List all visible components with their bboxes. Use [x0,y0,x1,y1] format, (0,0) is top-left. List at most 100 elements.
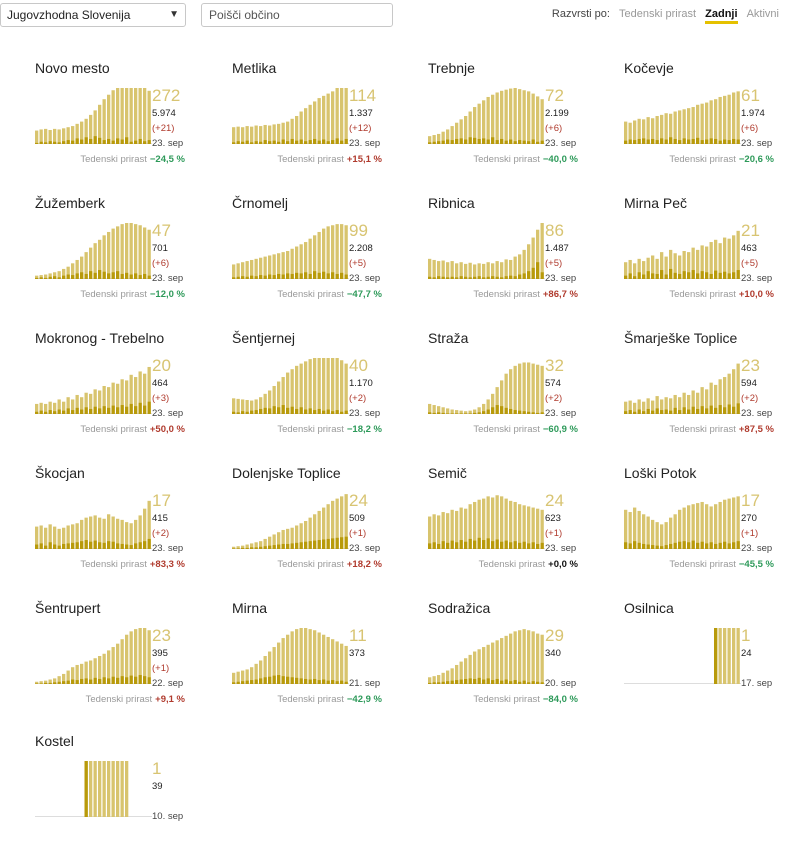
active-cases-bar [57,271,61,279]
new-cases-bar [477,138,481,144]
last-update-date: 23. sep [152,408,184,419]
new-cases-bar [513,680,517,684]
new-cases-bar [441,140,445,144]
active-cases-bar [491,497,495,549]
new-cases-bar [80,409,84,414]
active-cases-bar [290,118,294,144]
new-cases-bar [120,676,124,684]
active-cases-bar [428,403,432,414]
active-cases-bar [107,514,111,549]
weekly-growth-label: Tedenski prirast [669,559,736,570]
municipality-card[interactable]: Mokronog - Trebelno 20 464 (+3) 23. sep Teden… [35,330,215,450]
new-cases-bar [664,545,668,549]
municipality-card[interactable]: Kostel 1 39 10. sep [35,733,215,853]
active-cases-bar [281,122,285,144]
municipality-card[interactable]: Šmarješke Toplice 23 594 (+2) 23. sep Tedensk… [624,330,785,450]
new-cases-bar [277,544,281,549]
new-cases-bar [687,272,691,279]
municipality-card[interactable]: Straža 32 574 (+2) 23. sep Tedenski prirast −6… [428,330,608,450]
municipality-card[interactable]: Mirna Peč 21 463 (+5) 23. sep Tedenski priras… [624,195,785,315]
sort-option-weekly-growth[interactable]: Tedenski prirast [619,8,697,20]
total-cases-value: 1.487 [545,243,569,254]
municipality-card[interactable]: Osilnica 1 24 17. sep [624,600,785,720]
sort-option-latest[interactable]: Zadnji [705,8,738,24]
new-cases-bar [322,539,326,549]
active-cases-bar [286,251,290,279]
active-cases-bar [290,248,294,279]
active-cases-bar [232,264,236,279]
new-cases-bar [331,411,335,414]
active-cases-bar [66,670,70,684]
active-cases-bar [682,392,686,414]
new-cases-bar [138,675,142,684]
new-cases-bar [660,270,664,279]
active-cases-bar [450,126,454,144]
new-cases-bar [655,140,659,144]
new-cases-bar [313,271,317,279]
active-cases-bar [299,363,303,414]
municipality-card[interactable]: Metlika 114 1.337 (+12) 23. sep Tedenski prir… [232,60,412,180]
active-cases-bar [628,122,632,144]
active-cases-bar [53,526,57,549]
active-cases-bar [263,256,267,279]
new-cases-bar [304,409,308,414]
active-cases-bar [432,514,436,549]
new-cases-bar [71,275,75,279]
new-cases-bar [723,271,727,279]
active-cases-bar [98,390,102,414]
active-cases-bar [531,363,535,414]
new-cases-bar [651,273,655,279]
active-cases-bar [299,244,303,279]
region-select[interactable]: Jugovzhodna Slovenija ▼ [0,3,186,27]
active-cases-bar [335,641,339,684]
municipality-card[interactable]: Škocjan 17 415 (+2) 23. sep Tedenski prirast +… [35,465,215,585]
new-cases-bar [290,406,294,414]
new-cases-bar [111,405,115,414]
new-cases-bar [459,138,463,144]
municipality-card[interactable]: Novo mesto 272 5.974 (+21) 23. sep Tedenski p… [35,60,215,180]
new-cases-bar [84,137,88,144]
municipality-name: Osilnica [624,600,674,616]
search-input[interactable] [201,3,393,27]
active-cases-bar [540,509,544,549]
municipality-card[interactable]: Kočevje 61 1.974 (+6) 23. sep Tedenski priras… [624,60,785,180]
new-cases-bar [642,411,646,414]
municipality-card[interactable]: Žužemberk 47 701 (+6) 23. sep Tedenski priras… [35,195,215,315]
municipality-card[interactable]: Trebnje 72 2.199 (+6) 23. sep Tedenski priras… [428,60,608,180]
new-cases-bar [236,412,240,414]
municipality-card[interactable]: Loški Potok 17 270 (+1) 23. sep Tedenski prir… [624,465,785,585]
new-cases-bar [129,545,133,549]
active-cases-bar [44,274,48,279]
new-cases-bar [116,677,120,684]
new-cases-bar [718,140,722,144]
municipality-card[interactable]: Mirna 11 373 21. sep Tedenski prirast −42,9 % [232,600,412,720]
active-cases-value: 24 [545,491,564,510]
active-cases-bar [646,516,650,549]
active-cases-bar [732,369,736,414]
active-cases-bar [664,397,668,414]
municipality-card[interactable]: Sodražica 29 340 20. sep Tedenski prirast −84… [428,600,608,720]
municipality-card[interactable]: Semič 24 623 (+1) 23. sep Tedenski prirast +0,… [428,465,608,585]
municipality-card[interactable]: Šentjernej 40 1.170 (+2) 23. sep Tedenski pri… [232,330,412,450]
new-cases-bar [714,543,718,549]
new-cases-bar [473,137,477,144]
sort-option-active[interactable]: Aktivni [746,8,779,20]
active-cases-bar [491,642,495,684]
new-cases-bar [696,542,700,549]
new-cases-bar [660,546,664,549]
municipality-card[interactable]: Ribnica 86 1.487 (+5) 23. sep Tedenski priras… [428,195,608,315]
active-cases-bar [522,90,526,144]
municipality-card[interactable]: Črnomelj 99 2.208 (+5) 23. sep Tedenski prira… [232,195,412,315]
active-cases-bar [57,399,61,414]
new-cases-bar [134,406,138,414]
active-cases-bar [441,512,445,549]
active-cases-bar [705,246,709,279]
total-cases-value: 1.170 [349,378,373,389]
new-cases-bar [89,271,93,279]
weekly-growth-value: +50,0 % [149,424,185,435]
municipality-card[interactable]: Šentrupert 23 395 (+1) 22. sep Tedenski prira… [35,600,215,720]
municipality-card[interactable]: Dolenjske Toplice 24 509 (+1) 23. sep Tedensk… [232,465,412,585]
new-cases-bar [628,139,632,144]
new-cases-bar [633,140,637,144]
active-cases-bar [98,656,102,684]
